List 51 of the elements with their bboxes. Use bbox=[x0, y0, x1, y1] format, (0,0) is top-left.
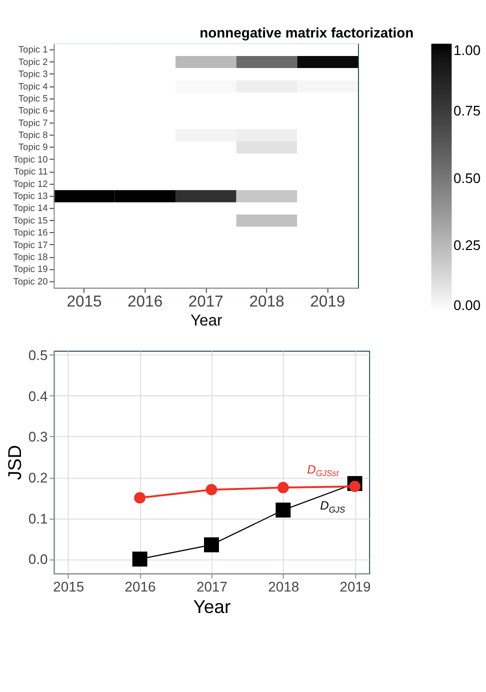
y-tick-label: Topic 8 bbox=[18, 130, 48, 140]
point bbox=[134, 492, 146, 504]
x-tick-label: 2015 bbox=[66, 294, 102, 311]
x-axis-title: Year bbox=[193, 596, 231, 617]
point bbox=[276, 502, 291, 518]
x-tick-label: 2016 bbox=[128, 294, 163, 311]
y-tick-label: Topic 9 bbox=[18, 142, 48, 152]
x-tick-label: 2018 bbox=[249, 294, 284, 311]
y-tick-label: 0.2 bbox=[28, 470, 48, 486]
y-tick-label: Topic 5 bbox=[18, 93, 48, 104]
x-axis-title: Year bbox=[190, 312, 222, 330]
color-bar-label: 1.00 bbox=[454, 42, 481, 58]
y-tick-label: 0.4 bbox=[28, 388, 48, 404]
y-tick-label: 0.5 bbox=[28, 346, 48, 363]
chart-title: nonnegative matrix factorization bbox=[200, 24, 414, 40]
y-tick-label: 0.1 bbox=[28, 510, 48, 526]
x-tick-label: 2018 bbox=[268, 578, 300, 594]
y-tick-label: Topic 12 bbox=[13, 178, 48, 189]
y-tick-label: Topic 14 bbox=[13, 203, 48, 214]
y-tick-label: Topic 10 bbox=[13, 154, 48, 164]
point bbox=[204, 537, 219, 552]
color-bar-label: 0.75 bbox=[454, 102, 481, 119]
point bbox=[132, 552, 148, 567]
y-tick-label: Topic 15 bbox=[13, 215, 48, 226]
x-tick-label: 2019 bbox=[340, 578, 371, 594]
x-tick-label: 2019 bbox=[310, 294, 346, 311]
y-tick-label: Topic 17 bbox=[13, 240, 48, 250]
y-tick-label: 0.3 bbox=[28, 428, 48, 445]
y-tick-label: Topic 11 bbox=[14, 166, 48, 177]
x-tick-label: 2017 bbox=[188, 294, 224, 311]
y-tick-label: 0.0 bbox=[28, 551, 48, 568]
y-tick-label: Topic 20 bbox=[13, 276, 48, 286]
y-tick-label: Topic 13 bbox=[13, 191, 48, 202]
color-bar-label: 0.25 bbox=[454, 237, 481, 254]
y-tick-label: Topic 2 bbox=[18, 56, 48, 67]
y-tick-label: Topic 3 bbox=[18, 69, 48, 80]
y-tick-label: Topic 4 bbox=[18, 81, 48, 92]
y-tick-label: Topic 1 bbox=[18, 44, 48, 55]
point bbox=[206, 484, 218, 496]
y-tick-label: Topic 16 bbox=[13, 228, 48, 238]
x-tick-label: 2017 bbox=[196, 578, 228, 594]
point bbox=[277, 482, 289, 494]
y-tick-label: Topic 6 bbox=[18, 106, 48, 116]
y-tick-label: Topic 18 bbox=[13, 252, 48, 262]
color-bar-label: 0.00 bbox=[454, 296, 481, 313]
y-tick-label: Topic 7 bbox=[18, 118, 48, 128]
y-tick-label: Topic 19 bbox=[13, 264, 48, 274]
x-tick-label: 2015 bbox=[53, 578, 84, 594]
x-tick-label: 2016 bbox=[124, 578, 156, 594]
y-axis-title: JSD bbox=[4, 445, 26, 480]
color-bar-label: 0.50 bbox=[454, 170, 481, 186]
